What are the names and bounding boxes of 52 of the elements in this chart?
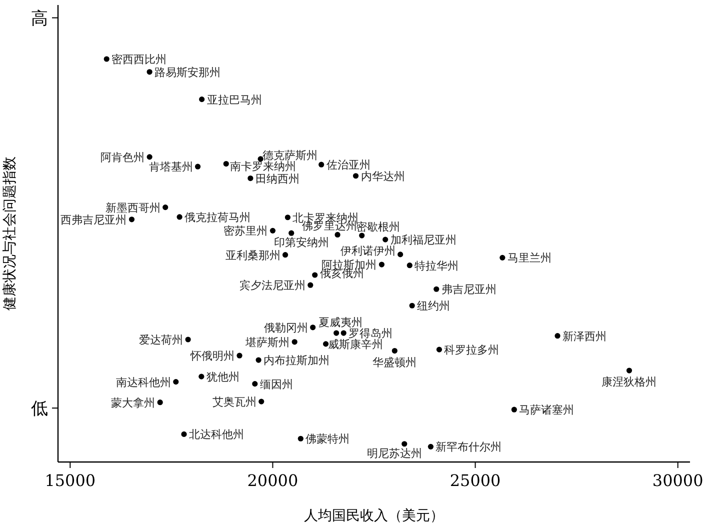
annotation: 佐治亚州 — [326, 158, 370, 172]
annotation: 亚拉巴马州 — [206, 93, 262, 106]
annotation: 威斯康辛州 — [328, 338, 383, 351]
annotation: 南卡罗来纳州 — [230, 160, 296, 173]
annotation: 堪萨斯州 — [244, 336, 290, 349]
annotation: 怀俄明州 — [189, 350, 234, 363]
annotation: 密西西比州 — [112, 53, 167, 66]
annotation: 纽约州 — [417, 300, 450, 313]
annotation: 密歇根州 — [356, 220, 400, 234]
annotation: 明尼苏达州 — [366, 446, 422, 460]
annotation: 阿肯色州 — [100, 150, 145, 164]
annotation: 路易斯安那州 — [154, 66, 221, 79]
annotation: 西弗吉尼亚州 — [60, 213, 127, 226]
x-tick-label: 30000 — [652, 471, 704, 490]
annotation: 田纳西州 — [255, 172, 300, 186]
annotation: 艾奥瓦州 — [212, 396, 256, 409]
annotation: 新泽西州 — [562, 330, 607, 343]
annotation: 伊利诺伊州 — [340, 244, 396, 258]
annotation: 爱达荷州 — [139, 333, 184, 346]
annotation: 缅因州 — [260, 378, 293, 391]
annotation: 肯塔基州 — [148, 160, 193, 174]
x-tick-label: 25000 — [450, 471, 501, 490]
annotation: 马萨诸塞州 — [519, 404, 574, 417]
annotation: 南达科他州 — [116, 376, 171, 389]
annotation: 内布拉斯加州 — [264, 354, 330, 368]
annotation: 俄克拉荷马州 — [184, 210, 251, 224]
annotation: 印第安纳州 — [274, 236, 329, 250]
y-axis-title: 健康状况与社会问题指数 — [2, 156, 18, 310]
x-tick-label: 15000 — [44, 471, 96, 490]
annotation: 马里兰州 — [507, 252, 552, 265]
annotation: 特拉华州 — [414, 259, 459, 272]
annotation: 佛蒙特州 — [306, 432, 350, 446]
annotation: 加利福尼亚州 — [390, 234, 456, 247]
x-axis-title: 人均国民收入（美元） — [304, 508, 444, 524]
annotation: 罗得岛州 — [348, 327, 393, 340]
annotation: 康涅狄格州 — [602, 376, 657, 389]
annotation: 新罕布什尔州 — [436, 440, 502, 454]
annotation: 北达科他州 — [188, 428, 244, 442]
x-tick-label: 20000 — [247, 471, 298, 490]
annotation: 华盛顿州 — [372, 356, 417, 369]
annotation: 德克萨斯州 — [262, 148, 318, 162]
annotation: 俄勒冈州 — [264, 321, 308, 334]
annotation: 宾夕法尼亚州 — [239, 279, 306, 292]
annotation: 新墨西哥州 — [105, 201, 160, 214]
annotation: 科罗拉多州 — [444, 344, 500, 357]
annotation: 密苏里州 — [224, 224, 268, 238]
annotation: 弗吉尼亚州 — [441, 283, 496, 296]
annotation: 夏威夷州 — [318, 316, 362, 330]
annotation: 亚利桑那州 — [225, 248, 280, 262]
annotation: 犹他州 — [206, 370, 240, 384]
annotation: 蒙大拿州 — [111, 396, 156, 410]
annotation: 内华达州 — [360, 170, 405, 183]
